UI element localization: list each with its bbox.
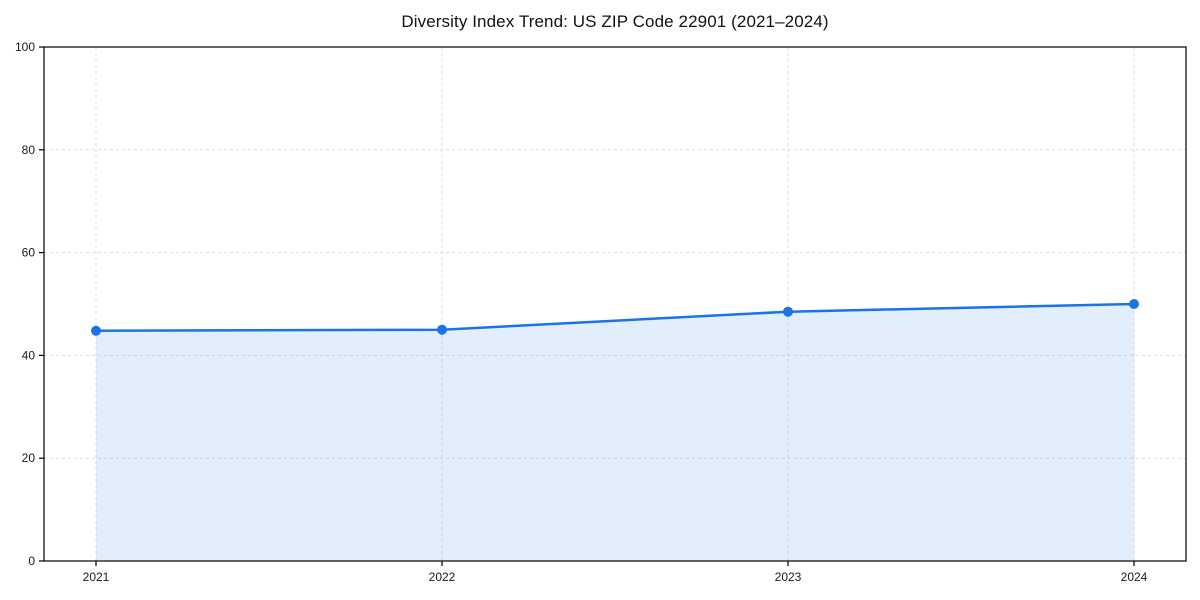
- y-axis-tick-label: 60: [22, 246, 36, 260]
- plot-border: [43, 46, 1187, 562]
- trend-line: [94, 302, 1136, 332]
- x-axis-tick-label: 2024: [1121, 570, 1148, 584]
- data-point-marker: [1129, 299, 1139, 309]
- y-axis-tick-label: 40: [22, 348, 36, 362]
- y-axis-tick-label: 20: [22, 451, 36, 465]
- x-axis-tick-label: 2021: [83, 570, 110, 584]
- y-axis-tick-label: 0: [28, 554, 35, 568]
- chart-title: Diversity Index Trend: US ZIP Code 22901…: [401, 12, 829, 31]
- data-point-marker: [783, 306, 793, 317]
- area-fill: [96, 304, 1134, 561]
- data-point-marker: [437, 324, 447, 335]
- y-axis-tick-label: 80: [22, 143, 36, 157]
- x-axis-tick-label: 2022: [429, 570, 456, 584]
- x-axis-tick-label: 2023: [775, 570, 802, 584]
- y-axis-tick-label: 100: [15, 40, 35, 54]
- data-point-marker: [91, 325, 101, 336]
